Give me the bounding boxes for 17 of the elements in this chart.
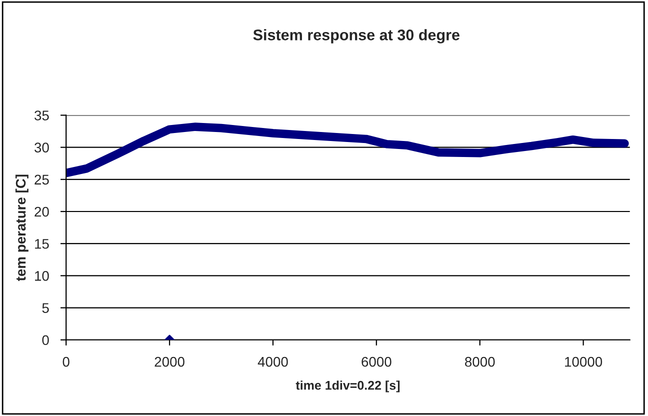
y-tick-label: 0	[42, 335, 49, 346]
y-tick-label: 35	[34, 110, 49, 120]
x-tick-label: 6000	[362, 356, 392, 367]
x-tick-label: 10000	[565, 356, 602, 367]
x-tick-label: 0	[62, 356, 70, 367]
y-tick-label: 15	[35, 239, 49, 249]
y-axis-title: tem perature [C]	[15, 174, 28, 282]
x-tick-label: 2000	[154, 356, 184, 367]
y-tick-label: 25	[34, 174, 49, 185]
x-tick-label: 8000	[465, 356, 495, 367]
y-tick-label: 5	[42, 303, 49, 313]
x-axis-title: time 1div=0.22 [s]	[296, 380, 400, 392]
chart-title: Sistem response at 30 degre	[253, 29, 460, 44]
y-tick-label: 20	[34, 206, 49, 217]
y-tick-label: 10	[35, 271, 49, 281]
x-tick-label: 4000	[258, 356, 288, 367]
y-tick-label: 30	[34, 142, 49, 152]
